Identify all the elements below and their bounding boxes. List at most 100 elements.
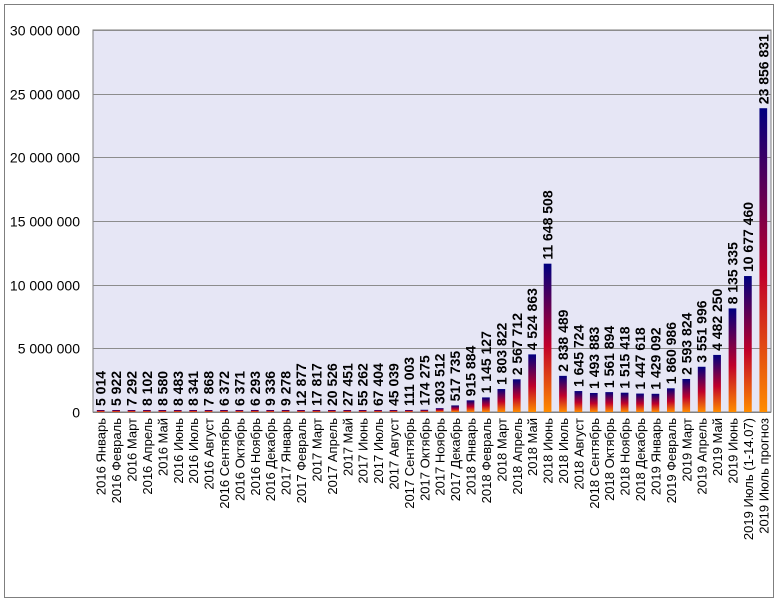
bar [574, 391, 583, 412]
data-label: 10 677 460 [740, 202, 756, 272]
x-tick-label: 2016 Июнь [171, 418, 186, 484]
data-label: 8 580 [154, 371, 170, 406]
data-label: 915 884 [463, 346, 479, 397]
bar [759, 108, 768, 412]
x-tick-label: 2017 Январь [279, 418, 294, 495]
bar [651, 393, 660, 412]
data-label: 9 278 [278, 371, 294, 406]
x-tick-label: 2016 Май [155, 418, 170, 476]
data-label: 1 145 127 [478, 331, 494, 393]
bar [405, 410, 413, 412]
data-label: 55 262 [355, 363, 371, 406]
data-label: 517 735 [447, 351, 463, 402]
bar [189, 410, 198, 412]
x-tick-label: 2018 Ноябрь [618, 418, 633, 496]
x-tick-label: 2018 Январь [464, 418, 479, 495]
x-tick-label: 2018 Декабрь [633, 418, 648, 501]
bar [451, 405, 459, 412]
bar [512, 379, 521, 412]
data-label: 8 341 [185, 371, 201, 406]
x-tick-label: 2017 Апрель [325, 418, 340, 495]
x-axis-tick-labels: 2016 Январь 2016 Февраль 2016 Март 2016 Апр… [94, 418, 772, 540]
bar [374, 410, 382, 412]
data-label: 6 371 [231, 371, 247, 406]
data-label: 27 451 [339, 363, 355, 406]
chart-frame [4, 4, 774, 598]
x-tick-label: 2018 Февраль [479, 418, 494, 504]
data-label: 1 429 092 [647, 327, 663, 389]
x-tick-label: 2016 Декабрь [263, 418, 278, 501]
x-tick-label: 2019 Июнь [725, 418, 740, 484]
data-label: 9 336 [262, 371, 278, 406]
bar [543, 263, 552, 412]
bar [420, 409, 429, 412]
bars [96, 108, 768, 412]
bar [112, 410, 120, 412]
data-label: 7 292 [124, 371, 140, 406]
data-label: 2 593 824 [678, 312, 694, 374]
y-tick-label: 0 [72, 405, 80, 421]
x-tick-label: 2016 Январь [94, 418, 109, 495]
bar [744, 276, 752, 412]
data-label: 6 372 [216, 371, 232, 406]
y-tick-label: 10 000 000 [10, 278, 80, 294]
x-tick-label: 2019 Апрель [695, 418, 710, 495]
bar [358, 410, 367, 412]
x-tick-label: 2018 Март [494, 418, 509, 482]
x-tick-label: 2017 Октябрь [417, 418, 432, 501]
x-tick-label: 2017 Сентябрь [402, 418, 417, 509]
bar [435, 408, 444, 412]
x-tick-label: 2017 Май [340, 418, 355, 476]
data-label: 45 039 [385, 363, 401, 406]
bar [559, 375, 567, 412]
bar [204, 410, 213, 412]
x-tick-label: 2017 Июнь [356, 418, 371, 484]
bar [143, 410, 151, 412]
y-tick-label: 5 000 000 [18, 341, 80, 357]
data-label: 174 275 [416, 355, 432, 406]
data-label: 67 404 [370, 363, 386, 406]
bar [682, 378, 691, 412]
x-tick-label: 2018 Май [525, 418, 540, 476]
data-label: 1 803 822 [493, 323, 509, 385]
x-tick-label: 2016 Июль [186, 418, 201, 484]
bar [96, 410, 105, 412]
x-tick-label: 2017 Декабрь [448, 418, 463, 501]
data-label: 8 483 [170, 371, 186, 406]
data-label: 5 014 [93, 371, 109, 406]
x-tick-label: 2016 Ноябрь [248, 418, 263, 496]
data-label: 111 003 [401, 357, 417, 406]
data-label: 1 447 618 [632, 327, 648, 389]
x-tick-label: 2017 Февраль [294, 418, 309, 504]
data-label: 6 293 [247, 371, 263, 406]
bar [312, 410, 321, 412]
x-tick-label: 2016 Февраль [109, 418, 124, 504]
bar [297, 410, 305, 412]
x-tick-label: 2018 Сентябрь [587, 418, 602, 509]
y-tick-label: 25 000 000 [10, 87, 80, 103]
data-label: 7 868 [201, 371, 217, 406]
bar [605, 392, 614, 412]
x-tick-label: 2017 Ноябрь [433, 418, 448, 496]
bar [697, 366, 706, 412]
bar [466, 400, 475, 412]
data-label: 5 922 [108, 371, 124, 406]
bar [528, 354, 537, 412]
data-label: 1 515 418 [617, 326, 633, 388]
x-tick-label: 2019 Январь [648, 418, 663, 495]
x-tick-label: 2019 Июль (1-14.07) [741, 418, 756, 540]
x-tick-label: 2016 Март [125, 418, 140, 482]
bar [327, 410, 336, 412]
x-tick-label: 2016 Сентябрь [217, 418, 232, 509]
x-tick-label: 2016 Апрель [140, 418, 155, 495]
data-label: 1 645 724 [570, 325, 586, 387]
x-tick-label: 2019 Февраль [664, 418, 679, 504]
data-label: 8 102 [139, 371, 155, 406]
data-label: 12 877 [293, 363, 309, 406]
bar [713, 354, 721, 412]
bar [636, 393, 644, 412]
bar [482, 397, 490, 412]
x-tick-label: 2018 Июнь [541, 418, 556, 484]
bar [620, 392, 629, 412]
